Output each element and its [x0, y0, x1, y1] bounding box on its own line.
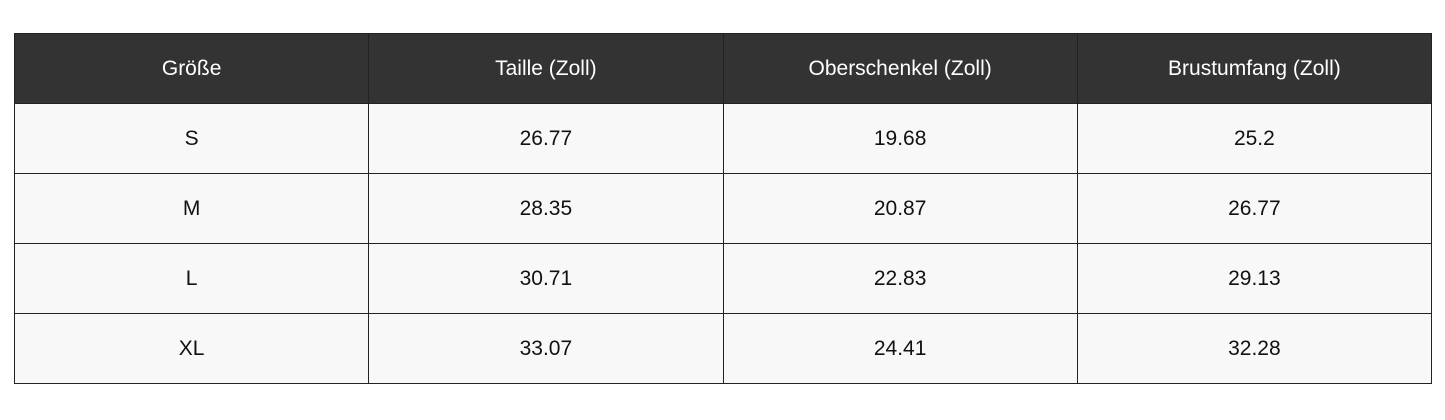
header-cell: Taille (Zoll) — [368, 33, 724, 104]
table-row: S 26.77 19.68 25.2 — [13, 103, 1433, 174]
table-cell: 25.2 — [1076, 103, 1433, 174]
table-cell: 28.35 — [368, 173, 724, 244]
table-cell: M — [13, 173, 370, 244]
table-cell: 19.68 — [722, 103, 1078, 174]
header-cell: Größe — [13, 33, 370, 104]
table-cell: 24.41 — [722, 313, 1078, 384]
table-header: Größe Taille (Zoll) Oberschenkel (Zoll) Bru… — [13, 33, 1433, 104]
table-cell: 26.77 — [1076, 173, 1433, 244]
table-cell: 33.07 — [368, 313, 724, 384]
table-cell: 26.77 — [368, 103, 724, 174]
header-row: Größe Taille (Zoll) Oberschenkel (Zoll) Bru… — [13, 33, 1433, 104]
header-cell: Oberschenkel (Zoll) — [722, 33, 1078, 104]
table-cell: S — [13, 103, 370, 174]
table-row: L 30.71 22.83 29.13 — [13, 243, 1433, 314]
table-row: M 28.35 20.87 26.77 — [13, 173, 1433, 244]
table-cell: 30.71 — [368, 243, 724, 314]
size-table: Größe Taille (Zoll) Oberschenkel (Zoll) Bru… — [13, 33, 1433, 384]
table-body: S 26.77 19.68 25.2 M 28.35 20.87 26.77 L 30.71 22.… — [13, 103, 1433, 384]
table-cell: 29.13 — [1076, 243, 1433, 314]
table-cell: XL — [13, 313, 370, 384]
table-cell: 32.28 — [1076, 313, 1433, 384]
table-cell: L — [13, 243, 370, 314]
header-cell: Brustumfang (Zoll) — [1076, 33, 1433, 104]
table-row: XL 33.07 24.41 32.28 — [13, 313, 1433, 384]
table-cell: 22.83 — [722, 243, 1078, 314]
table-cell: 20.87 — [722, 173, 1078, 244]
